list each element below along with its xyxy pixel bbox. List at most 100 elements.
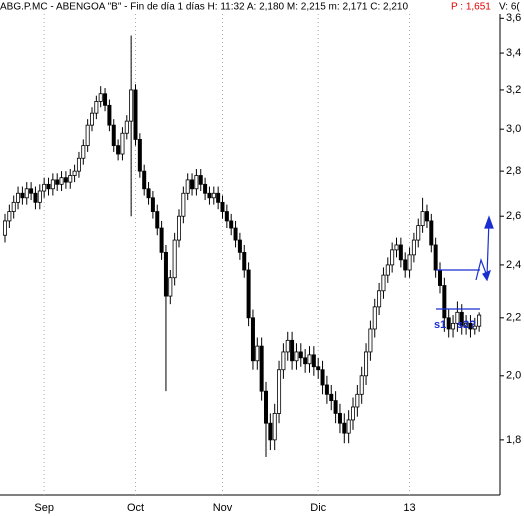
candle-body [459,311,464,327]
candle-body [368,328,373,353]
candle-body [350,406,355,421]
x-tick-label: Sep [34,502,54,514]
candle-body [85,124,90,147]
candle-body [137,139,142,172]
candle-body [224,211,229,222]
candle-body [72,170,77,176]
candle-body [42,183,47,192]
candle-body [90,112,95,126]
candle-body [233,227,238,241]
candle-body [16,192,21,203]
candle-body [20,192,25,199]
candle-body [464,322,469,327]
candle-body [337,413,342,424]
y-tick-label: 2,6 [506,210,521,222]
x-tick-label: 13 [403,502,415,514]
candle-body [150,197,155,212]
y-tick-label: 2,4 [506,259,521,271]
candle-body [385,264,390,276]
y-tick-label: 3,6 [506,12,521,24]
candle-body [355,393,360,408]
x-tick-label: Nov [213,502,233,514]
candle-body [129,89,134,122]
candle-body [220,201,225,212]
candle-body [377,290,382,308]
candle-body [133,89,138,140]
candle-body [268,422,273,441]
candle-body [316,366,321,371]
candle-body [63,177,68,183]
candle-body [381,274,386,292]
candle-body [98,93,103,102]
candle-body [3,220,8,236]
y-tick-label: 1,8 [506,434,521,446]
candle-body [390,249,395,266]
title-highlight: P : 1,651 [451,2,491,13]
candle-body [407,254,412,271]
candle-body [172,239,177,279]
candle-body [320,369,325,386]
candle-body [442,285,447,319]
title-tail: V: 6( [499,2,520,13]
candle-body [259,345,264,392]
candle-body [163,251,168,297]
candle-body [211,192,216,199]
candle-body [437,269,442,286]
candle-body [298,351,303,359]
candle-body [46,183,51,190]
candle-body [433,244,438,271]
candle-body [346,419,351,434]
candle-body [207,192,212,199]
candle-body [424,211,429,222]
candle-body [250,317,255,362]
candle-body [11,201,16,212]
candle-body [451,322,456,330]
x-tick-label: Oct [127,502,144,514]
candle-body [255,345,260,362]
candle-body [24,188,29,199]
candle-body [307,354,312,365]
candle-body [329,393,334,402]
candle-body [477,314,482,327]
candle-body [176,215,181,241]
candle-body [29,188,34,194]
candle-body [372,306,377,330]
candle-body [294,351,299,362]
candle-body [394,244,399,251]
candle-body [285,339,290,353]
candle-body [55,179,60,185]
y-tick-label: 3,4 [506,47,521,59]
candle-body [281,351,286,371]
candle-body [237,239,242,253]
y-tick-label: 3,0 [506,123,521,135]
candle-body [194,175,199,190]
projection-arrow [475,219,490,281]
x-tick-label: Dic [310,502,326,514]
candle-body [216,192,221,203]
candle-body [303,357,308,365]
candle-body [472,325,477,330]
arrow-head [482,269,491,282]
candle-body [263,390,268,424]
candle-body [429,220,434,246]
chart-title: ABG.P.MC - ABENGOA "B" - Fin de día 1 dí… [0,2,408,13]
candle-body [198,175,203,185]
y-tick-label: 3,2 [506,84,521,96]
candle-body [342,422,347,434]
candle-body [364,351,369,377]
candle-body [468,322,473,330]
candle-body [142,170,147,190]
candle-body [446,317,451,330]
y-tick-label: 2,8 [506,165,521,177]
annotation: s2? [457,319,476,331]
candle-body [277,369,282,414]
candle-body [120,132,125,155]
candle-body [50,179,55,190]
candle-body [203,183,208,194]
candle-body [37,190,42,203]
candle-body [168,277,173,297]
candle-body [155,211,160,229]
candle-body [272,413,277,441]
candle-body [411,239,416,256]
candle-body [420,211,425,227]
